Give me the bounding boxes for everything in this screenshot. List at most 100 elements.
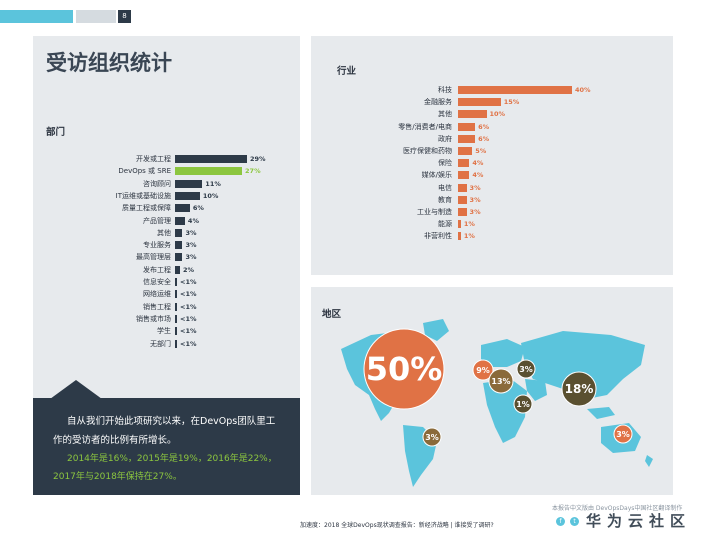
department-bar	[175, 302, 177, 311]
department-row: 最高管理层 3%	[0, 251, 706, 263]
department-bar	[175, 241, 183, 250]
region-bubble	[513, 394, 533, 414]
department-label: 无部门	[150, 339, 171, 348]
department-value: <1%	[180, 327, 197, 336]
industry-value: 4%	[472, 171, 484, 180]
industry-label: 科技	[438, 86, 452, 94]
twitter-icon[interactable]: t	[570, 517, 579, 526]
industry-label: 工业与制造	[417, 208, 452, 216]
department-bar	[175, 216, 185, 225]
asia-shape	[521, 331, 645, 399]
department-label: 学生	[157, 327, 171, 336]
industry-row: 媒体/娱乐 4%	[0, 169, 706, 181]
new-zealand-shape	[645, 455, 653, 467]
department-label: 销售工程	[143, 302, 171, 311]
industry-row: 能源 1%	[0, 218, 706, 230]
footer-text: 加速度：2018 全球DevOps现状调查报告：新经济战略 | 谁接受了调研?	[300, 522, 494, 529]
region-bubble-label: 9%	[476, 366, 490, 375]
department-value: <1%	[180, 339, 197, 348]
department-value: 27%	[245, 167, 261, 176]
department-bar	[175, 179, 203, 188]
industry-label: 保险	[438, 159, 452, 168]
department-row: 销售或市场 <1%	[0, 313, 706, 325]
department-label: 信息安全	[143, 278, 171, 286]
industry-bar	[458, 195, 467, 204]
department-value: 3%	[185, 228, 197, 237]
industry-label: 电信	[438, 183, 452, 192]
department-value: 4%	[187, 216, 199, 225]
greenland-shape	[423, 319, 449, 341]
department-row: 网络运维 <1%	[0, 288, 706, 300]
world-map: 50% 9%13% 3% 18% 1% 3% 3%	[341, 319, 653, 487]
region-bubble	[363, 328, 445, 410]
department-row: 销售工程 <1%	[0, 301, 706, 313]
department-value: 10%	[202, 191, 219, 200]
department-row: 无部门 <1%	[0, 338, 706, 350]
department-label: 咨询顾问	[143, 179, 171, 188]
industry-label: 教育	[438, 195, 452, 204]
region-bubble-label: 1%	[516, 400, 530, 409]
region-bubble	[561, 371, 597, 407]
watermark: 华为云社区	[586, 512, 692, 530]
industry-value: 6%	[478, 122, 490, 131]
department-bar	[175, 339, 177, 348]
department-row: IT运维或基础设施 10%	[0, 190, 706, 202]
industry-row: 医疗保健和药物 5%	[0, 145, 706, 157]
facebook-icon[interactable]: f	[556, 517, 565, 526]
industry-label: 金融服务	[424, 98, 452, 107]
department-bar	[175, 167, 243, 176]
department-row: 其他 3%	[0, 227, 706, 239]
department-label: 专业服务	[143, 241, 171, 250]
industry-bar	[458, 134, 476, 143]
industry-bar	[458, 183, 467, 192]
industry-value: 1%	[463, 232, 475, 241]
page-number: 8	[118, 10, 131, 23]
industry-label: 非营利性	[424, 232, 452, 241]
industry-bar	[458, 159, 470, 168]
region-bubble-label: 50%	[366, 350, 443, 388]
department-bar	[175, 253, 183, 262]
department-label: 其他	[157, 228, 171, 237]
header-grey-bar	[76, 10, 116, 23]
department-label: 销售或市场	[136, 314, 171, 323]
department-value: <1%	[180, 278, 197, 286]
department-value: <1%	[180, 302, 197, 311]
industry-panel	[311, 36, 673, 275]
industry-value: 15%	[503, 98, 520, 107]
industry-label: 零售/消费者/电商	[398, 122, 452, 131]
industry-bar	[458, 110, 487, 119]
department-label: IT运维或基础设施	[115, 191, 171, 200]
department-row: 产品管理 4%	[0, 215, 706, 227]
industry-row: 教育 3%	[0, 194, 706, 206]
department-value: <1%	[180, 314, 197, 323]
department-bar	[175, 228, 183, 237]
department-value: <1%	[180, 290, 197, 299]
department-bar	[175, 327, 177, 336]
region-bubbles: 50% 9%13% 3% 18% 1% 3% 3%	[363, 328, 633, 447]
department-value: 29%	[250, 155, 266, 163]
department-value: 2%	[182, 265, 194, 274]
department-label: 产品管理	[143, 216, 171, 225]
department-label: 最高管理层	[136, 253, 171, 262]
region-bubble	[613, 424, 633, 444]
industry-row: 电信 3%	[0, 182, 706, 194]
industry-bar	[458, 122, 476, 131]
region-bubble-label: 13%	[491, 377, 510, 386]
department-label: 质量工程或保障	[122, 204, 171, 213]
department-value: 3%	[185, 253, 197, 262]
industry-row: 金融服务 15%	[0, 96, 706, 108]
department-label: 发布工程	[143, 265, 171, 274]
industry-bar	[458, 98, 501, 107]
department-row: 专业服务 3%	[0, 239, 706, 251]
industry-label: 能源	[438, 220, 452, 229]
region-bubble-label: 3%	[519, 365, 533, 374]
industry-row: 科技 40%	[0, 84, 706, 96]
region-bubble-label: 18%	[565, 382, 594, 396]
department-label: 开发或工程	[136, 155, 171, 163]
department-bar	[175, 265, 180, 274]
industry-bar	[458, 86, 572, 94]
department-label: DevOps 或 SRE	[118, 167, 171, 176]
department-row: DevOps 或 SRE 27%	[0, 165, 706, 177]
callout-box	[33, 398, 300, 495]
region-bubble	[488, 368, 514, 394]
